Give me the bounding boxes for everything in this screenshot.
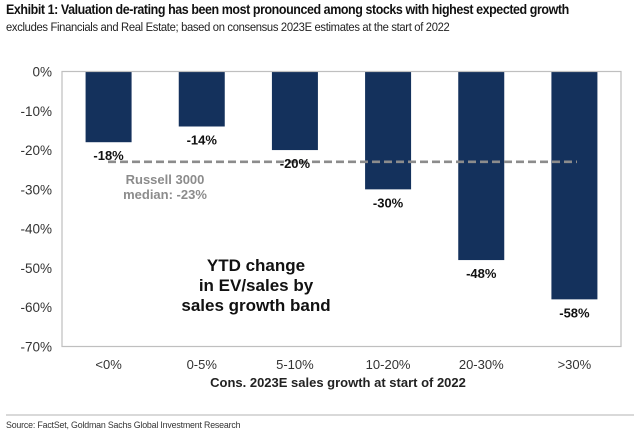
data-label: -30%: [373, 195, 404, 210]
x-tick-label: <0%: [95, 357, 122, 372]
bar-chart: 0%-10%-20%-30%-40%-50%-60%-70% -18%-14%-…: [20, 65, 622, 390]
x-axis-label: Cons. 2023E sales growth at start of 202…: [210, 375, 466, 390]
y-tick-label: -40%: [20, 222, 52, 237]
bars: [85, 71, 598, 300]
data-label: -58%: [559, 305, 590, 320]
x-tick-label: 5-10%: [276, 357, 314, 372]
annotation-line-2: in EV/sales by: [199, 276, 314, 295]
y-axis-tick-labels: 0% -10% -20% -30% -40% -50% -60% -70%: [20, 65, 52, 355]
y-tick-label: -10%: [20, 104, 52, 119]
x-tick-label: >30%: [558, 357, 592, 372]
plot-frame: [61, 70, 622, 348]
bar-6: [551, 71, 598, 300]
y-tick-label: 0%: [32, 65, 52, 80]
bar-data-labels: -18% -14% -20% -30% -48% -58%: [93, 133, 590, 321]
x-tick-label: 0-5%: [187, 357, 218, 372]
x-tick-label: 20-30%: [459, 357, 504, 372]
y-tick-label: -60%: [20, 300, 52, 315]
source-note: Source: FactSet, Goldman Sachs Global In…: [6, 420, 241, 431]
x-tick-label: 10-20%: [366, 357, 411, 372]
bar-4: [365, 71, 412, 190]
y-tick-label: -20%: [20, 143, 52, 158]
data-label: -14%: [187, 133, 218, 148]
chart-subtitle: excludes Financials and Real Estate; bas…: [6, 20, 450, 34]
chart-title: Exhibit 1: Valuation de-rating has been …: [6, 2, 569, 17]
annotation-line-3: sales growth band: [181, 296, 330, 315]
annotation-line-1: YTD change: [207, 256, 305, 275]
bar-5: [458, 71, 505, 261]
bar-1: [85, 71, 132, 143]
reference-line-label-line-2: median: -23%: [123, 187, 207, 202]
y-tick-label: -70%: [20, 340, 52, 355]
x-axis-tick-labels: <0% 0-5% 5-10% 10-20% 20-30% >30%: [95, 357, 591, 372]
y-tick-label: -30%: [20, 182, 52, 197]
data-label: -18%: [93, 148, 124, 163]
bar-3: [271, 71, 318, 151]
data-label: -48%: [466, 266, 497, 281]
data-label: -20%: [280, 156, 311, 171]
bar-2: [178, 71, 225, 127]
reference-line-label-line-1: Russell 3000: [126, 172, 205, 187]
source-divider: [6, 414, 634, 416]
y-tick-label: -50%: [20, 261, 52, 276]
